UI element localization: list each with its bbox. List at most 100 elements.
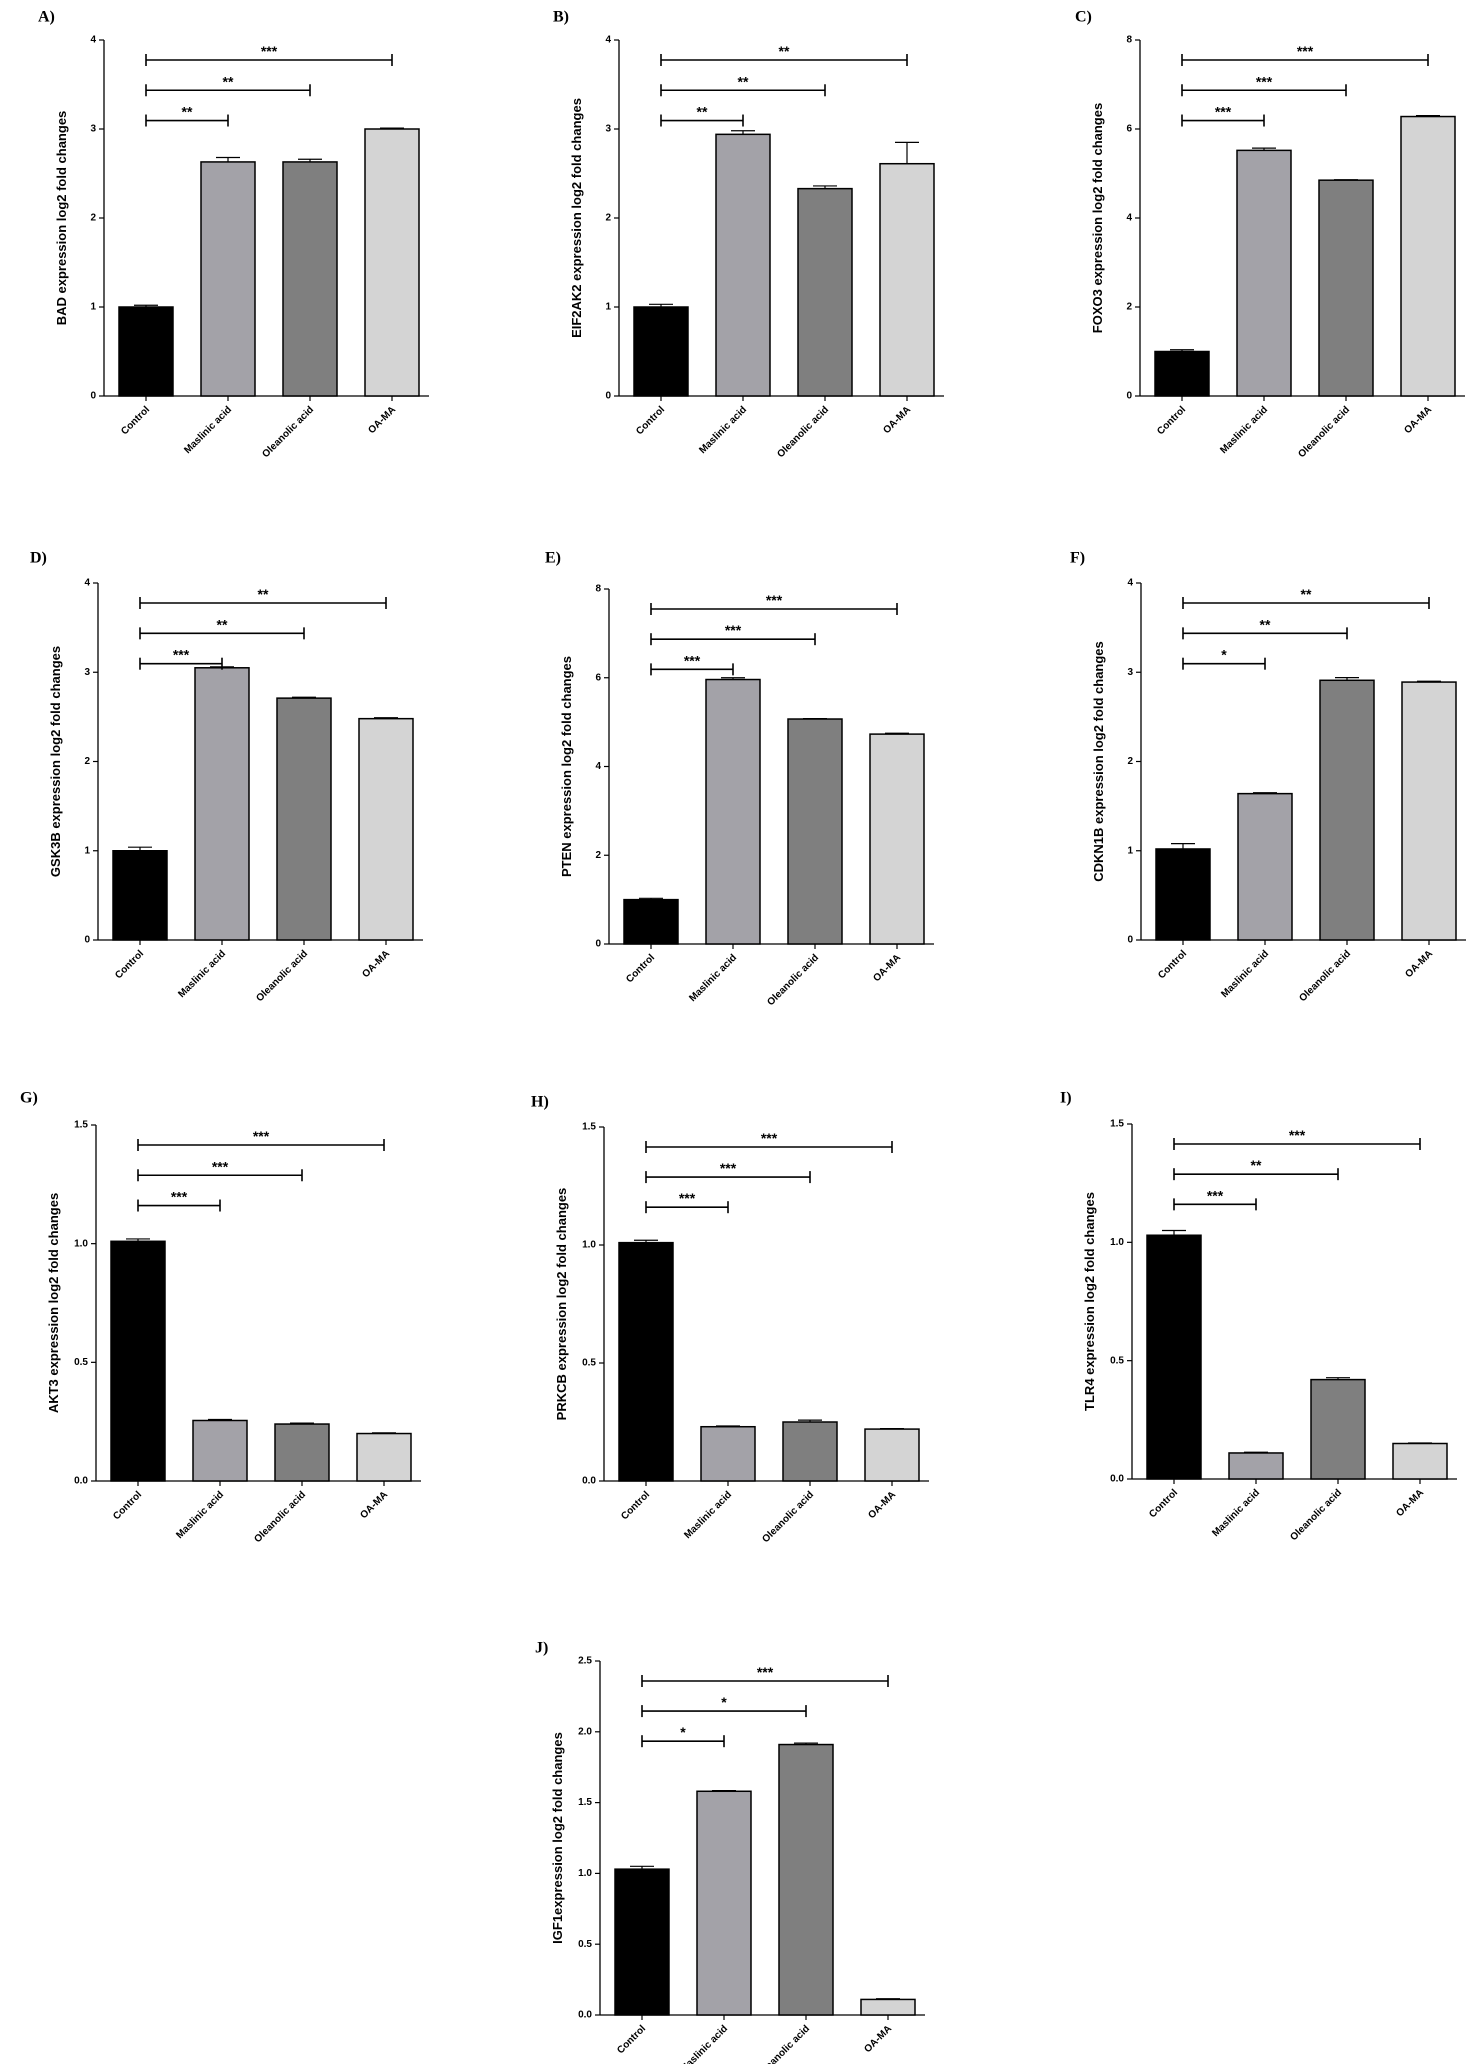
y-axis-title: EIF2AK2 expression log2 fold changes (569, 98, 584, 338)
significance-label: *** (1297, 43, 1314, 59)
x-tick-label: Oleanolic acid (765, 952, 821, 1008)
y-tick-label: 4 (90, 35, 96, 46)
x-tick-label: Maslinic acid (1219, 948, 1271, 1000)
x-tick-label: OA-MA (1394, 1487, 1426, 1519)
panel-label: A) (38, 9, 55, 26)
bar (1310, 1378, 1366, 1480)
x-tick-label: OA-MA (866, 1489, 898, 1521)
panel-label: B) (553, 9, 569, 26)
bar (633, 306, 689, 397)
y-tick-label: 2 (1126, 302, 1132, 313)
significance-label: *** (1289, 1127, 1306, 1143)
x-tick-label: Oleanolic acid (775, 404, 831, 460)
x-tick-label: Maslinic acid (687, 952, 739, 1004)
panel-label: F) (1070, 550, 1085, 567)
significance-label: *** (261, 43, 278, 59)
y-tick-label: 1.5 (1110, 1119, 1124, 1130)
x-tick-label: Control (634, 404, 667, 437)
y-tick-label: 2.0 (578, 1726, 592, 1737)
significance-label: ** (738, 73, 749, 89)
x-tick-label: Maslinic acid (176, 948, 228, 1000)
y-tick-label: 4 (84, 578, 90, 589)
significance-label: *** (1256, 73, 1273, 89)
bar (1318, 179, 1374, 397)
y-tick-label: 4 (1126, 213, 1132, 224)
chart-panel: I) 0.0 0.5 1.0 1.5 TLR4 expression log2 fold … (1060, 1090, 1457, 1543)
significance-label: ** (223, 73, 234, 89)
y-tick-label: 3 (84, 667, 90, 678)
bar (1154, 350, 1210, 397)
y-tick-label: 2 (84, 756, 90, 767)
significance-label: *** (1215, 104, 1232, 120)
bar (194, 667, 250, 941)
significance-label: *** (212, 1158, 229, 1174)
x-tick-label: Maslinic acid (1218, 404, 1270, 456)
panel-label: G) (20, 1090, 38, 1107)
bar (778, 1743, 834, 2016)
x-tick-label: Control (1155, 404, 1188, 437)
significance-label: *** (684, 652, 701, 668)
significance-label: *** (1207, 1187, 1224, 1203)
y-tick-label: 1 (90, 302, 96, 313)
x-tick-label: Oleanolic acid (1297, 948, 1353, 1004)
y-tick-label: 0.5 (1110, 1355, 1124, 1366)
y-tick-label: 4 (1127, 578, 1133, 589)
chart-panel: G) 0.0 0.5 1.0 1.5 AKT3 expression log2 fold … (20, 1090, 421, 1545)
x-tick-label: Control (615, 2023, 648, 2056)
significance-label: ** (1260, 616, 1271, 632)
x-tick-label: Oleanolic acid (1296, 404, 1352, 460)
y-tick-label: 2.5 (578, 1656, 592, 1667)
bar (864, 1428, 920, 1482)
bar (1155, 848, 1211, 941)
y-tick-label: 0.5 (74, 1357, 88, 1368)
significance-label: ** (1301, 586, 1312, 602)
x-tick-label: Oleanolic acid (756, 2023, 812, 2064)
bar (618, 1241, 674, 1482)
panel-label: E) (545, 550, 561, 567)
y-tick-label: 0.0 (582, 1476, 596, 1487)
bar (356, 1432, 412, 1482)
bar (1146, 1234, 1202, 1480)
bar (1401, 681, 1457, 941)
x-tick-label: Oleanolic acid (260, 404, 316, 460)
significance-label: *** (173, 647, 190, 663)
y-tick-label: 0 (595, 939, 601, 950)
significance-label: ** (1251, 1157, 1262, 1173)
significance-label: *** (253, 1128, 270, 1144)
y-tick-label: 4 (605, 35, 611, 46)
significance-label: * (680, 1724, 686, 1740)
y-tick-label: 0 (1126, 391, 1132, 402)
y-tick-label: 2 (595, 850, 601, 861)
x-tick-label: Control (619, 1489, 652, 1522)
y-axis-title: AKT3 expression log2 fold changes (46, 1193, 61, 1413)
y-axis-title: BAD expression log2 fold changes (54, 111, 69, 326)
significance-label: *** (679, 1190, 696, 1206)
x-tick-label: Oleanolic acid (760, 1489, 816, 1545)
chart-panel: E) 0 2 4 6 8 PTEN expression log2 fold changes… (545, 550, 934, 1008)
x-tick-label: Maslinic acid (174, 1489, 226, 1541)
chart-panel: D) 0 1 2 3 4 GSK3B expression log2 fold change… (30, 550, 423, 1004)
chart-panel: A) 0 1 2 3 4 BAD expression log2 fold changes C… (38, 9, 429, 460)
bar (1400, 115, 1456, 397)
x-tick-label: OA-MA (871, 952, 903, 984)
bar (1319, 679, 1375, 941)
significance-label: ** (217, 616, 228, 632)
panel-label: D) (30, 550, 47, 567)
y-tick-label: 8 (1126, 35, 1132, 46)
y-axis-title: FOXO3 expression log2 fold changes (1090, 103, 1105, 333)
panel-label: C) (1075, 9, 1092, 26)
bar (700, 1425, 756, 1482)
y-tick-label: 3 (90, 124, 96, 135)
x-tick-label: Control (119, 404, 152, 437)
y-tick-label: 2 (90, 213, 96, 224)
x-tick-label: OA-MA (1403, 948, 1435, 980)
x-tick-label: OA-MA (881, 404, 913, 436)
bar (1236, 149, 1292, 397)
y-axis-title: TLR4 expression log2 fold changes (1082, 1192, 1097, 1411)
panel-label: I) (1060, 1090, 1072, 1107)
y-tick-label: 0.5 (582, 1358, 596, 1369)
bar (705, 678, 761, 945)
bar (869, 733, 925, 945)
bar (782, 1421, 838, 1482)
